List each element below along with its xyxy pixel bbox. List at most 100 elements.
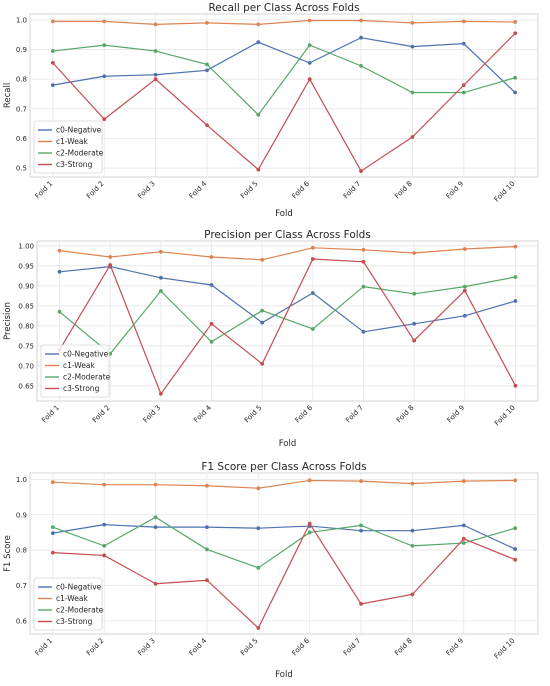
plot-area xyxy=(36,240,539,402)
data-point xyxy=(307,521,312,526)
data-point xyxy=(50,525,55,530)
data-point xyxy=(513,90,518,95)
y-tick-label: 0.70 xyxy=(18,362,34,370)
chart-panel-1: 0.5 0.6 0.7 0.8 0.9 1.0 Fold 1 Fold 2 Fold 3 Fold… xyxy=(3,2,539,219)
x-tick-label: Fold 6 xyxy=(294,403,315,424)
data-point xyxy=(158,289,163,293)
x-tick-label: Fold 4 xyxy=(192,403,213,424)
data-point xyxy=(361,247,366,252)
x-tick-label: Fold 9 xyxy=(445,180,466,201)
x-tick-label: Fold 3 xyxy=(142,404,163,425)
chart-panel-2: 0.65 0.70 0.75 0.80 0.85 0.90 0.95 1.00 Fold 1 Fo… xyxy=(3,229,539,449)
data-point xyxy=(462,313,467,318)
x-tick-label: Fold 1 xyxy=(40,404,61,425)
series-line-c0-Negative xyxy=(59,265,516,333)
series-line-c1-Weak xyxy=(59,246,516,261)
data-point xyxy=(461,90,466,95)
data-point xyxy=(307,18,312,23)
data-point xyxy=(461,541,466,545)
data-point xyxy=(310,327,315,331)
data-point xyxy=(102,482,107,487)
data-point xyxy=(410,592,415,597)
y-tick-label: 0.5 xyxy=(16,165,27,173)
x-tick-label: Fold 10 xyxy=(493,637,517,661)
data-point xyxy=(359,18,363,23)
data-point xyxy=(158,249,163,254)
data-point xyxy=(57,248,62,253)
data-point xyxy=(359,528,363,533)
legend: c0-Negative c1-Weak c2-Moderate c3-Strong xyxy=(33,120,104,174)
data-point xyxy=(513,383,518,388)
y-tick-label: 1.0 xyxy=(16,16,27,24)
data-point xyxy=(102,553,107,558)
x-tick-label: Fold 4 xyxy=(188,179,209,200)
data-point xyxy=(410,135,415,139)
data-point xyxy=(50,531,55,536)
data-point xyxy=(260,320,265,325)
y-axis-label: Recall xyxy=(3,83,13,108)
data-point xyxy=(307,478,312,483)
data-point xyxy=(153,581,158,586)
data-point xyxy=(205,525,209,530)
x-tick-label: Fold 1 xyxy=(34,180,55,201)
data-point xyxy=(359,169,363,173)
plot-area xyxy=(29,13,539,178)
data-point xyxy=(412,338,417,343)
data-point xyxy=(412,251,417,255)
data-point xyxy=(256,565,261,570)
data-point xyxy=(260,308,265,313)
data-point xyxy=(108,255,113,259)
legend-entry: c1-Weak xyxy=(63,361,95,370)
x-tick-label: Fold 8 xyxy=(393,180,414,201)
legend-entry: c2-Moderate xyxy=(56,149,104,158)
data-point xyxy=(513,547,518,551)
data-point xyxy=(410,44,415,49)
data-point xyxy=(205,123,209,128)
data-point xyxy=(412,291,417,296)
data-point xyxy=(57,269,62,274)
y-tick-label: 0.7 xyxy=(16,105,27,113)
data-point xyxy=(410,481,415,486)
x-tick-label: Fold 2 xyxy=(91,404,112,425)
data-point xyxy=(205,483,209,488)
legend-entry: c0-Negative xyxy=(56,126,102,135)
data-point xyxy=(153,49,158,53)
data-point xyxy=(307,61,312,65)
x-tick-label: Fold 5 xyxy=(239,637,260,658)
x-tick-label: Fold 7 xyxy=(342,180,363,201)
data-point xyxy=(256,22,261,27)
y-tick-label: 0.7 xyxy=(16,582,27,590)
data-point xyxy=(260,361,265,366)
x-tick-label: Fold 6 xyxy=(290,636,311,657)
data-point xyxy=(209,283,214,287)
data-point xyxy=(153,72,158,77)
data-point xyxy=(361,259,366,264)
data-point xyxy=(209,339,214,344)
y-tick-label: 1.0 xyxy=(16,476,27,484)
x-tick-label: Fold 2 xyxy=(85,180,106,201)
series-line-c2-Moderate xyxy=(59,276,516,355)
data-point xyxy=(461,536,466,541)
data-point xyxy=(513,31,518,36)
data-point xyxy=(256,112,261,117)
data-point xyxy=(307,530,312,535)
data-point xyxy=(102,522,107,527)
data-point xyxy=(462,247,467,251)
data-point xyxy=(256,40,261,45)
data-point xyxy=(359,602,363,606)
series-line-c2-Moderate xyxy=(52,44,516,116)
data-point xyxy=(461,83,466,88)
x-tick-label: Fold 7 xyxy=(342,637,363,658)
data-point xyxy=(361,329,366,334)
x-tick-label: Fold 4 xyxy=(188,636,209,657)
data-point xyxy=(50,83,55,88)
data-point xyxy=(205,20,209,25)
series-line-c3-Strong xyxy=(52,32,516,172)
data-point xyxy=(102,543,107,548)
y-tick-label: 0.8 xyxy=(16,547,27,555)
data-point xyxy=(153,22,158,27)
data-point xyxy=(153,525,158,530)
legend-entry: c2-Moderate xyxy=(63,373,111,382)
data-point xyxy=(410,543,415,548)
